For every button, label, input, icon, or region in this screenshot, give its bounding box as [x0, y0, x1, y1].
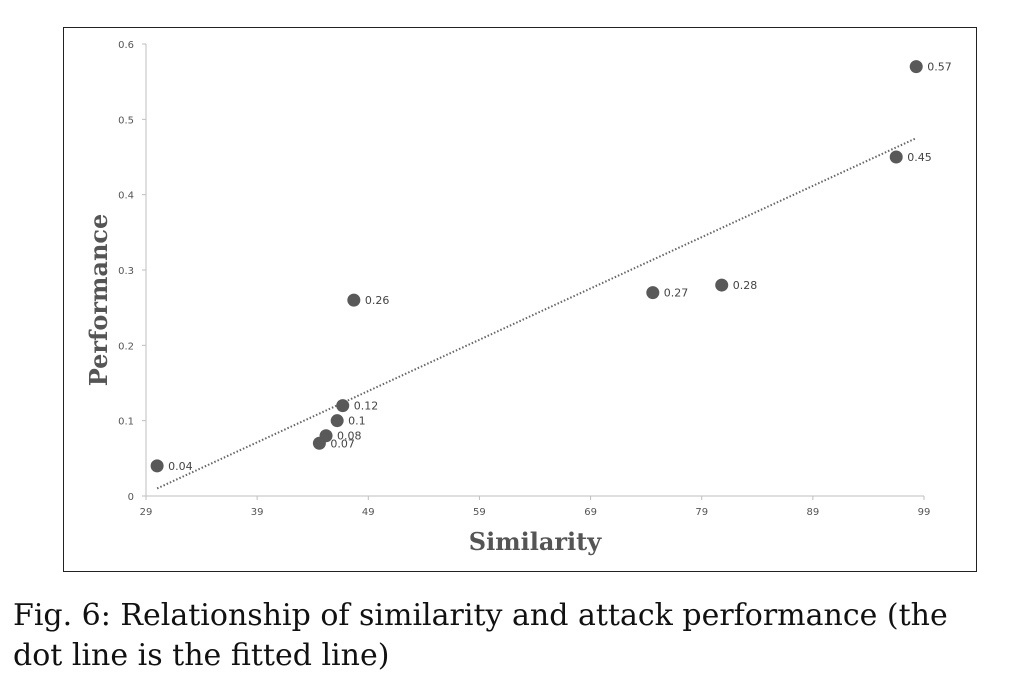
data-label: 0.12	[354, 400, 379, 413]
data-label: 0.27	[664, 287, 689, 300]
y-tick-label: 0.6	[118, 40, 134, 51]
fitted-trendline	[156, 137, 917, 490]
data-point	[336, 399, 350, 413]
data-point	[715, 278, 729, 292]
x-tick-label: 39	[251, 507, 264, 518]
x-tick-label: 79	[695, 507, 708, 518]
data-label: 0.45	[907, 151, 932, 164]
data-labels: 0.04 0.070.08 0.1 0.12 0.26 0.27 0.28 0.45 0.57	[168, 61, 952, 473]
y-tick-label: 0	[128, 492, 134, 503]
data-label: 0.07	[330, 437, 355, 450]
x-tick-label: 59	[473, 507, 486, 518]
data-label: 0.08	[337, 430, 362, 443]
figure-caption: Fig. 6: Relationship of similarity and a…	[13, 598, 948, 673]
data-label: 0.28	[733, 279, 758, 292]
y-tick-label: 0.4	[118, 191, 134, 202]
axes	[142, 43, 925, 500]
trendline-group	[156, 137, 917, 490]
x-tick-label: 99	[918, 507, 931, 518]
y-tick-label: 0.3	[118, 266, 134, 277]
data-point	[889, 150, 903, 164]
data-label: 0.57	[927, 61, 952, 74]
y-tick-labels: 0 0.1 0.2 0.3 0.4 0.5 0.6	[118, 40, 134, 503]
x-axis-title: Similarity	[469, 527, 602, 556]
data-points	[150, 60, 923, 473]
x-tick-label: 89	[806, 507, 819, 518]
data-label: 0.04	[168, 460, 193, 473]
chart-frame: 0 0.1 0.2 0.3 0.4 0.5 0.6 29 39 49 59 69 79 89 99 0.0…	[63, 27, 977, 572]
x-tick-label: 29	[140, 507, 153, 518]
data-point	[330, 414, 344, 428]
data-point	[646, 286, 660, 300]
data-point	[319, 429, 333, 443]
data-point	[150, 459, 164, 473]
data-point	[909, 60, 923, 74]
x-tick-label: 49	[362, 507, 375, 518]
y-axis-title: Performance	[84, 214, 113, 387]
x-tick-labels: 29 39 49 59 69 79 89 99	[140, 507, 931, 518]
data-label: 0.26	[365, 294, 390, 307]
scatter-chart: 0 0.1 0.2 0.3 0.4 0.5 0.6 29 39 49 59 69 79 89 99 0.0…	[84, 40, 952, 556]
data-label: 0.1	[348, 415, 366, 428]
y-tick-label: 0.2	[118, 341, 134, 352]
data-point	[347, 293, 361, 307]
y-tick-label: 0.1	[118, 417, 134, 428]
y-tick-label: 0.5	[118, 115, 134, 126]
x-tick-label: 69	[584, 507, 597, 518]
